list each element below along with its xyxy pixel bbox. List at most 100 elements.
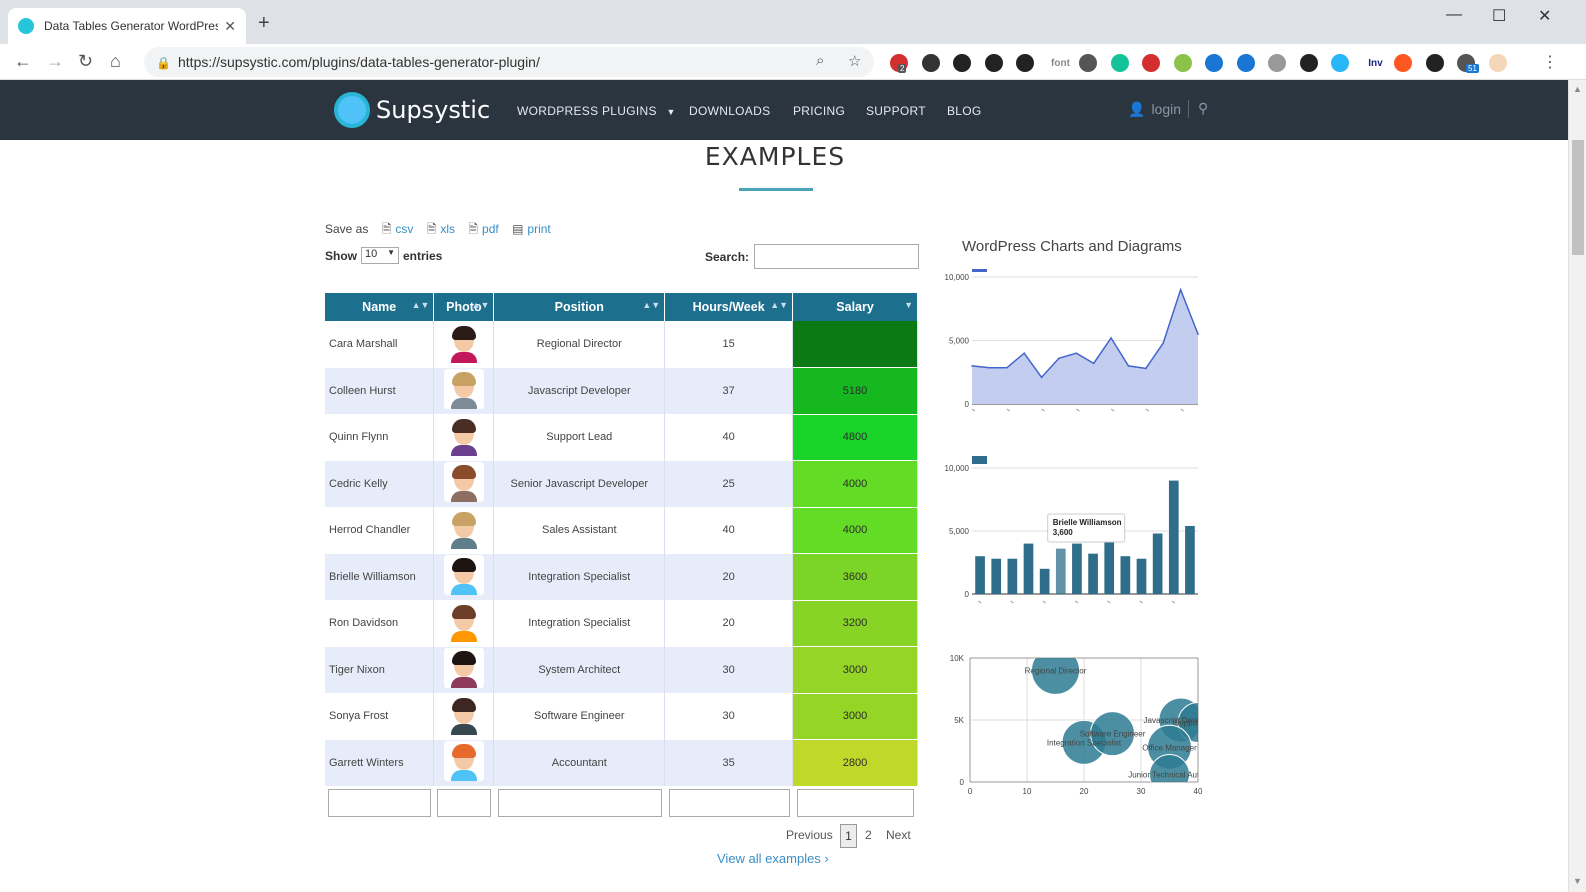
data-point[interactable] <box>1145 367 1147 370</box>
bar[interactable] <box>1072 543 1082 594</box>
col-header-name[interactable]: Name ▲▼ <box>325 293 435 321</box>
ext-bolt-icon[interactable] <box>1016 54 1034 72</box>
data-point[interactable] <box>1058 357 1060 360</box>
ext-formula-icon[interactable] <box>984 54 1003 72</box>
table-row[interactable]: Brielle Williamson Integration Specialist… <box>325 553 918 601</box>
data-point[interactable] <box>1110 337 1112 339</box>
address-bar[interactable]: 🔒 https://supsystic.com/plugins/data-tab… <box>144 47 874 77</box>
data-point[interactable] <box>988 367 991 369</box>
scroll-up-icon[interactable]: ▲ <box>1573 84 1582 94</box>
table-row[interactable]: Garrett Winters Accountant 35 2800 <box>325 739 918 787</box>
table-row[interactable]: Herrod Chandler Sales Assistant 40 4000 <box>325 507 918 554</box>
bar[interactable] <box>1120 556 1131 594</box>
data-point[interactable] <box>1179 288 1182 291</box>
ext-font-icon[interactable]: font <box>1051 57 1070 69</box>
data-point[interactable] <box>971 365 973 367</box>
data-point[interactable] <box>1127 365 1130 367</box>
bar[interactable] <box>1185 525 1195 594</box>
bar[interactable] <box>1055 548 1066 594</box>
minimize-icon[interactable]: — <box>1446 6 1462 23</box>
maximize-icon[interactable]: ☐ <box>1492 8 1507 25</box>
table-row[interactable]: Ron Davidson Integration Specialist 20 3200 <box>325 600 918 647</box>
menu-support[interactable]: SUPPORT <box>866 104 926 118</box>
ext-cursor-icon[interactable] <box>953 54 971 72</box>
table-row[interactable]: Colleen Hurst Javascript Developer 37 5180 <box>325 367 918 415</box>
data-point[interactable] <box>1092 362 1095 365</box>
bar[interactable] <box>1039 568 1050 594</box>
ext-fire-icon[interactable] <box>1394 54 1412 72</box>
bar[interactable] <box>1088 553 1098 594</box>
table-row[interactable]: Tiger Nixon System Architect 30 3000 <box>325 646 918 694</box>
ext-inv-icon[interactable]: Inv <box>1368 57 1383 69</box>
filter-position-input[interactable] <box>498 789 662 817</box>
table-row[interactable]: Quinn Flynn Support Lead 40 4800 <box>325 414 918 461</box>
bar[interactable] <box>1152 533 1163 594</box>
pager-page-1[interactable]: 1 <box>840 824 857 848</box>
data-point[interactable] <box>1023 352 1025 354</box>
menu-blog[interactable]: BLOG <box>947 104 982 118</box>
ext-text-icon[interactable] <box>1268 54 1286 72</box>
ext-download-icon[interactable] <box>1425 54 1444 72</box>
save-csv-link[interactable]: csv <box>395 222 414 236</box>
new-tab-icon[interactable]: + <box>258 12 270 34</box>
ext-move-icon[interactable] <box>1079 54 1097 72</box>
ext-pen-icon[interactable] <box>921 54 940 72</box>
col-header-salary[interactable]: Salary ▼ <box>792 293 918 321</box>
table-row[interactable]: Cara Marshall Regional Director 15 <box>325 321 918 368</box>
home-icon[interactable]: ⌂ <box>110 51 121 71</box>
data-point[interactable] <box>1040 376 1043 379</box>
entries-select[interactable]: 10 ▼ <box>361 247 399 264</box>
col-header-photo[interactable]: Photo ▲▼ <box>433 293 495 321</box>
bar[interactable] <box>1136 558 1147 594</box>
menu-wordpress-plugins[interactable]: WORDPRESS PLUGINS ▼ <box>517 104 676 118</box>
ext-stack-icon[interactable] <box>1236 54 1255 72</box>
ext-image-icon[interactable] <box>1173 54 1192 72</box>
reload-icon[interactable]: ↻ <box>78 51 94 71</box>
ext-shield-icon[interactable] <box>1331 54 1349 72</box>
page-scrollbar[interactable]: ▲ ▼ <box>1568 80 1586 892</box>
bar[interactable] <box>1007 558 1018 594</box>
data-point[interactable] <box>1197 333 1199 335</box>
view-all-examples-link[interactable]: View all examples › <box>717 851 829 866</box>
ext-c-icon[interactable] <box>1205 54 1223 72</box>
bubble[interactable] <box>1031 648 1080 695</box>
login-link[interactable]: 👤 login <box>1128 101 1181 118</box>
save-xls-link[interactable]: xls <box>440 222 456 236</box>
tab-close-icon[interactable]: ✕ <box>224 17 236 34</box>
site-logo[interactable]: Supsystic <box>334 92 490 128</box>
back-icon[interactable]: ← <box>14 51 32 71</box>
print-link[interactable]: print <box>527 222 551 236</box>
save-pdf-link[interactable]: pdf <box>482 222 499 236</box>
bar[interactable] <box>975 556 985 594</box>
data-point[interactable] <box>1162 342 1165 344</box>
data-point[interactable] <box>1005 367 1008 369</box>
zoom-icon[interactable]: ⌕ <box>816 52 825 69</box>
filter-hours-input[interactable] <box>669 789 790 817</box>
window-close-icon[interactable]: ✕ <box>1538 8 1552 25</box>
bubble[interactable] <box>1090 711 1135 757</box>
bookmark-star-icon[interactable]: ☆ <box>848 53 862 70</box>
data-point[interactable] <box>1075 352 1078 354</box>
pager-next[interactable]: Next <box>886 828 911 842</box>
bar[interactable] <box>991 558 1002 594</box>
ext-grammarly-icon[interactable] <box>1110 54 1129 72</box>
filter-photo-input[interactable] <box>437 789 491 817</box>
header-search-icon[interactable]: ⚲ <box>1198 100 1209 116</box>
filter-name-input[interactable] <box>328 789 431 817</box>
col-header-position[interactable]: Position ▲▼ <box>493 293 666 321</box>
bar[interactable] <box>1104 539 1115 594</box>
bar[interactable] <box>1023 543 1034 594</box>
table-row[interactable]: Sonya Frost Software Engineer 30 3000 <box>325 693 918 740</box>
search-input[interactable] <box>754 244 920 269</box>
ext-pdf-icon[interactable] <box>1142 54 1160 72</box>
menu-downloads[interactable]: DOWNLOADS <box>689 104 771 118</box>
pager-previous[interactable]: Previous <box>786 828 833 842</box>
profile-avatar[interactable] <box>1488 54 1507 72</box>
bar[interactable] <box>1168 480 1179 594</box>
menu-pricing[interactable]: PRICING <box>793 104 846 118</box>
scroll-down-icon[interactable]: ▼ <box>1573 876 1582 886</box>
pager-page-2[interactable]: 2 <box>865 828 872 842</box>
browser-menu-icon[interactable]: ⋮ <box>1542 54 1558 71</box>
scroll-thumb[interactable] <box>1572 140 1584 255</box>
forward-icon[interactable]: → <box>46 51 64 71</box>
